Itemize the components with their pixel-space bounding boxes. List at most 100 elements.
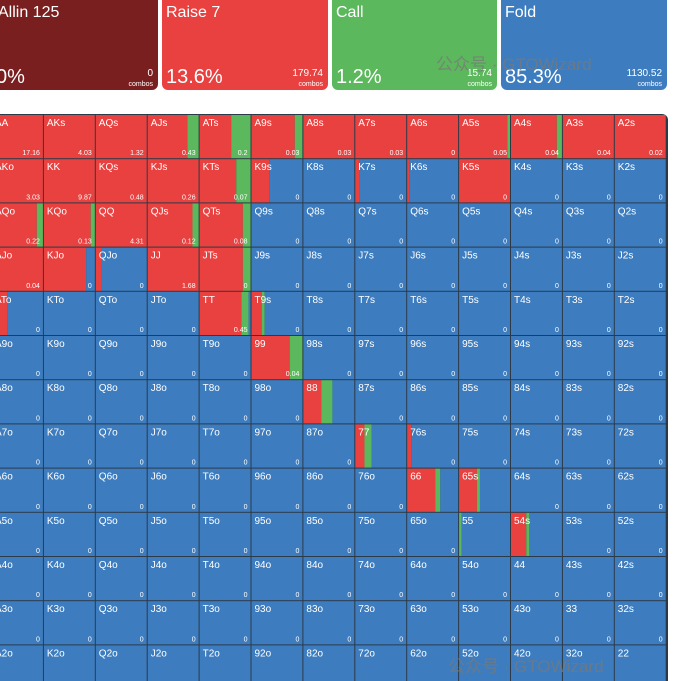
fold-segment (511, 159, 562, 203)
hand-cell: Q5s 0 (459, 203, 510, 247)
fold-segment (407, 247, 459, 291)
raise-segment (199, 203, 243, 247)
hand-combos: 0.05 (493, 150, 507, 157)
raise-segment (0, 291, 8, 335)
hand-cell: 94o 0 (251, 557, 303, 601)
call-segment (556, 115, 562, 159)
hand-cell: A5o 0 (0, 512, 43, 556)
hand-label: 84o (306, 560, 323, 571)
fold-segment (199, 380, 251, 424)
fold-segment (355, 557, 407, 601)
action-name: Call (336, 4, 364, 21)
hand-combos: 0 (88, 327, 92, 334)
fold-segment (147, 468, 199, 512)
hand-cell: JTs 0 (199, 247, 251, 291)
call-segment (242, 247, 251, 291)
hand-cell: 87o 0 (303, 424, 355, 468)
hand-combos: 0 (347, 460, 351, 467)
hand-combos: 0 (399, 636, 403, 643)
fold-segment (407, 291, 459, 335)
hand-combos: 0 (347, 548, 351, 555)
hand-label: 86s (410, 383, 426, 394)
fold-segment (355, 468, 407, 512)
hand-combos: 0 (451, 592, 455, 599)
hand-cell: Q5o 0 (95, 512, 147, 556)
fold-segment (562, 159, 614, 203)
hand-combos: 0.04 (597, 150, 611, 157)
hand-cell: 42s 0 (614, 557, 666, 601)
hand-combos: 0 (607, 239, 611, 246)
hand-combos: 0 (244, 371, 248, 378)
hand-combos: 0 (244, 548, 248, 555)
fold-segment (199, 336, 251, 380)
hand-combos: 0 (503, 592, 507, 599)
hand-label: AKs (47, 118, 65, 129)
hand-label: 74o (358, 560, 375, 571)
hand-combos: 0 (555, 504, 559, 511)
hand-combos: 0 (36, 636, 40, 643)
fold-segment (43, 512, 95, 556)
hand-combos: 0 (88, 460, 92, 467)
hand-label: 84s (514, 383, 530, 394)
fold-segment (147, 512, 199, 556)
hand-combos: 0.43 (182, 150, 196, 157)
hand-combos: 0 (503, 460, 507, 467)
hand-label: J6o (151, 472, 168, 483)
hand-combos: 0.2 (238, 150, 248, 157)
hand-cell: T8s 0 (303, 291, 355, 335)
hand-label: J3s (566, 251, 582, 262)
action-box: Allin 125 0% 0 combos (0, 0, 158, 90)
hand-cell: Q7o 0 (95, 424, 147, 468)
hand-label: A2s (618, 118, 635, 129)
call-segment (261, 291, 265, 335)
hand-label: K9s (255, 162, 272, 173)
hand-cell: Q8s 0 (303, 203, 355, 247)
raise-segment (459, 115, 508, 159)
hand-label: J8o (151, 383, 168, 394)
hand-combos: 0.13 (78, 239, 92, 246)
hand-combos: 0 (347, 194, 351, 201)
action-box: Fold 85.3% 1130.52 combos (501, 0, 667, 90)
fold-segment (459, 336, 510, 380)
call-segment (526, 512, 530, 556)
hand-label: 62s (618, 472, 634, 483)
hand-label: T5s (462, 295, 479, 306)
fold-segment (0, 424, 43, 468)
hand-combos: 4.03 (78, 150, 92, 157)
hand-label: J8s (306, 251, 322, 262)
hand-combos: 0 (36, 327, 40, 334)
action-pct: 13.6% (166, 66, 223, 88)
fold-segment (355, 380, 407, 424)
raise-segment (95, 159, 147, 203)
hand-combos: 9.87 (78, 194, 92, 201)
hand-cell: 82o (303, 645, 355, 681)
hand-label: T5o (203, 516, 221, 527)
fold-segment (147, 291, 199, 335)
hand-cell: 98s 0 (303, 336, 355, 380)
hand-cell: T9s 0 (251, 291, 303, 335)
hand-label: 93o (255, 604, 272, 615)
hand-label: KJo (47, 251, 65, 262)
hand-label: Q7o (99, 427, 118, 438)
hand-cell: K7o 0 (43, 424, 95, 468)
hand-combos: 0 (295, 415, 299, 422)
call-segment (459, 512, 462, 556)
hand-label: A6s (410, 118, 427, 129)
hand-combos: 0 (659, 283, 663, 290)
fold-segment (562, 380, 614, 424)
raise-segment (407, 424, 412, 468)
hand-cell: 63o 0 (407, 601, 459, 645)
hand-label: K8o (47, 383, 65, 394)
hand-label: J3o (151, 604, 168, 615)
hand-combos: 0 (659, 592, 663, 599)
hand-cell: Q9s 0 (251, 203, 303, 247)
hand-cell: 75s 0 (459, 424, 510, 468)
hand-cell: K8o 0 (43, 380, 95, 424)
hand-combos: 0 (659, 460, 663, 467)
hand-label: Q9s (255, 206, 273, 217)
fold-segment (407, 336, 459, 380)
raise-segment (511, 115, 557, 159)
watermark: 公众号 · GTOWizard (448, 657, 604, 676)
raise-segment (43, 247, 87, 291)
